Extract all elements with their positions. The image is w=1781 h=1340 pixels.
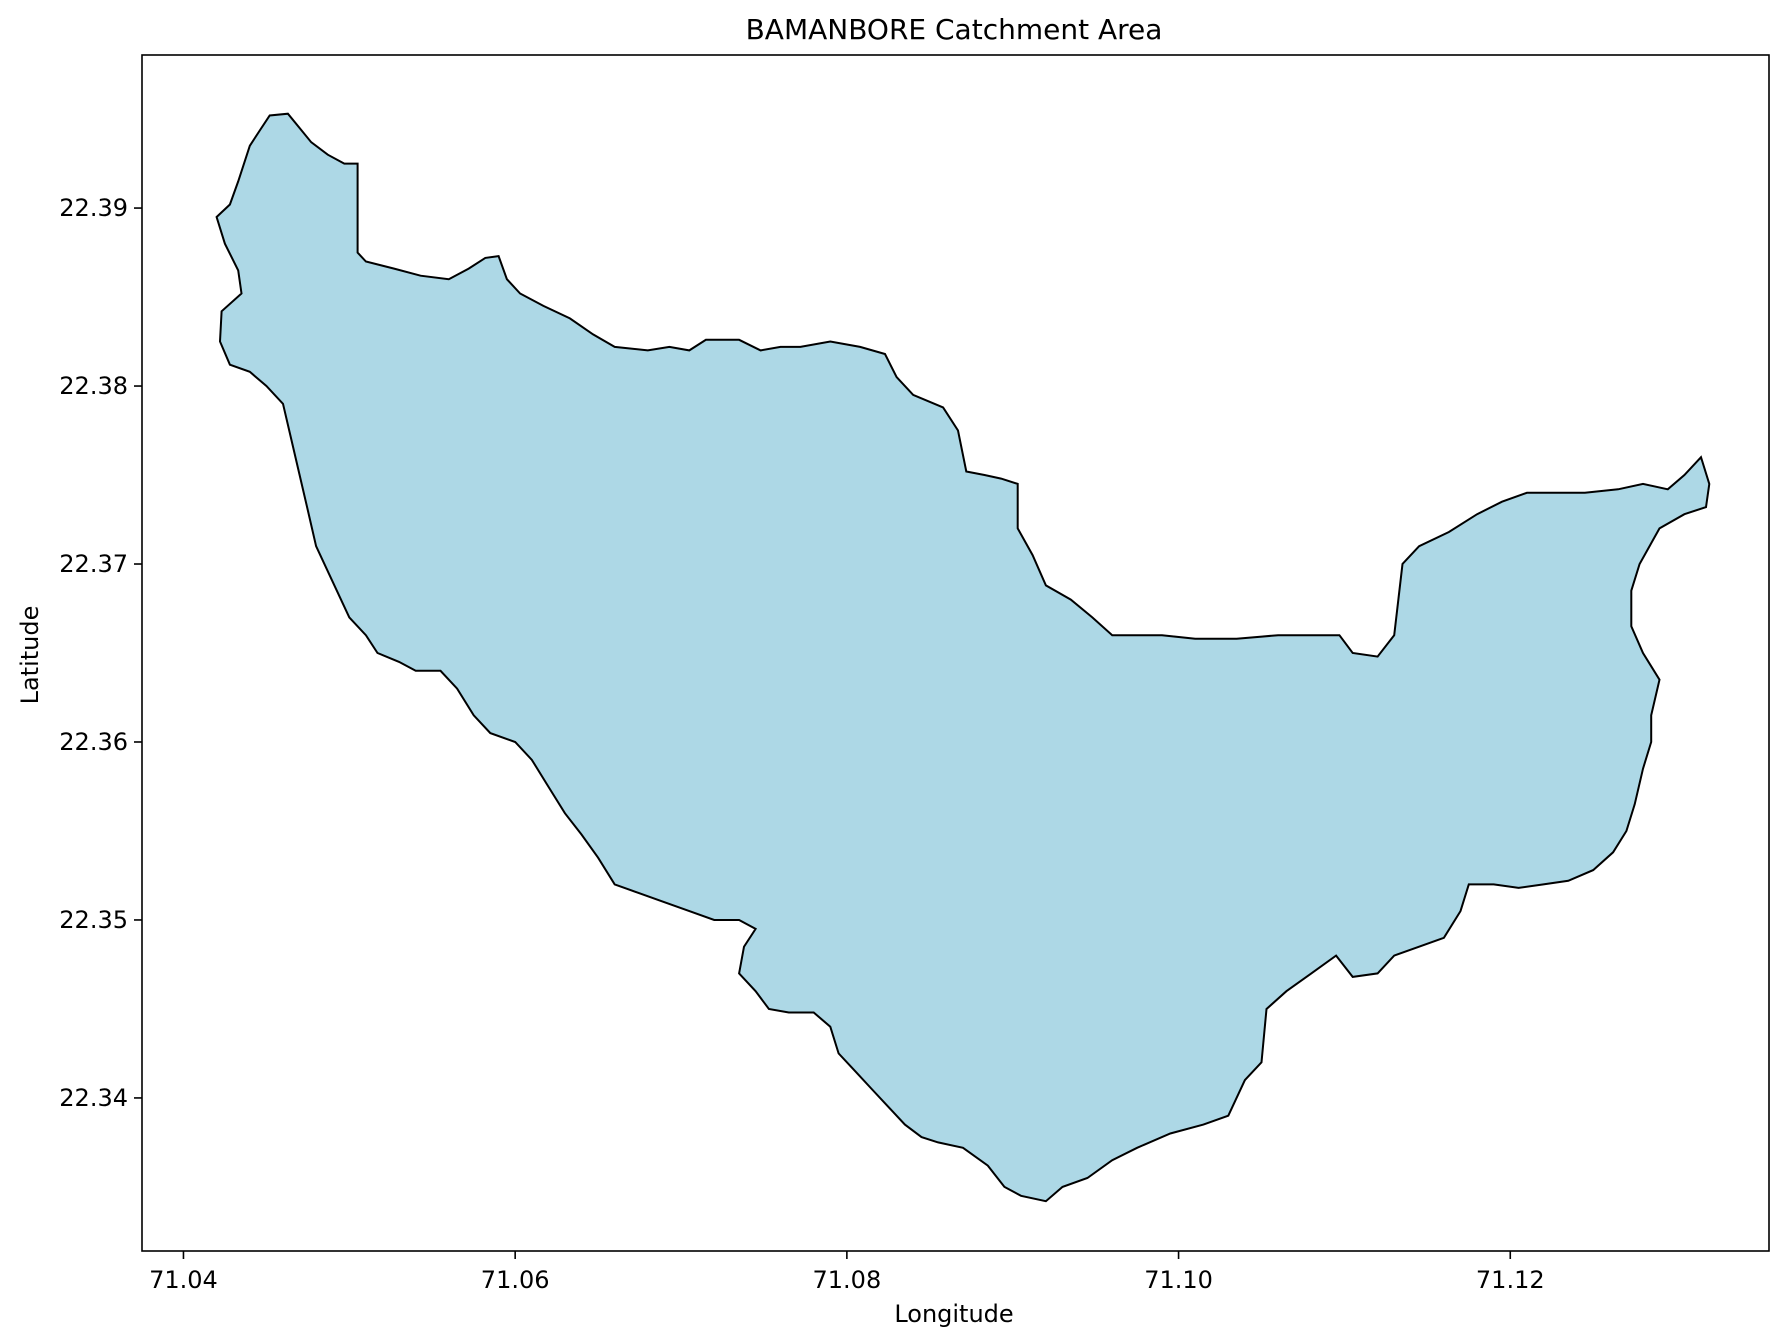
catchment-polygon xyxy=(215,112,1711,1203)
y-tick-label: 22.35 xyxy=(59,906,128,934)
y-tick-label: 22.38 xyxy=(59,372,128,400)
x-axis-label: Longitude xyxy=(894,1300,1013,1328)
x-tick-label: 71.12 xyxy=(1476,1266,1545,1294)
y-tick-label: 22.39 xyxy=(59,194,128,222)
y-tick-label: 22.37 xyxy=(59,550,128,578)
y-tick-label: 22.34 xyxy=(59,1084,128,1112)
plot-frame xyxy=(141,54,1770,1252)
y-axis-ticks: 22.34 22.35 22.36 22.37 22.38 22.39 xyxy=(59,194,142,1112)
catchment-layer xyxy=(215,112,1711,1203)
x-tick-label: 71.10 xyxy=(1144,1266,1213,1294)
x-tick-label: 71.04 xyxy=(149,1266,218,1294)
chart-title: BAMANBORE Catchment Area xyxy=(746,13,1163,46)
x-tick-label: 71.08 xyxy=(813,1266,882,1294)
x-tick-label: 71.06 xyxy=(481,1266,550,1294)
x-axis-ticks: 71.04 71.06 71.08 71.10 71.12 xyxy=(149,1251,1545,1294)
y-tick-label: 22.36 xyxy=(59,728,128,756)
y-axis-label: Latitude xyxy=(16,606,44,705)
